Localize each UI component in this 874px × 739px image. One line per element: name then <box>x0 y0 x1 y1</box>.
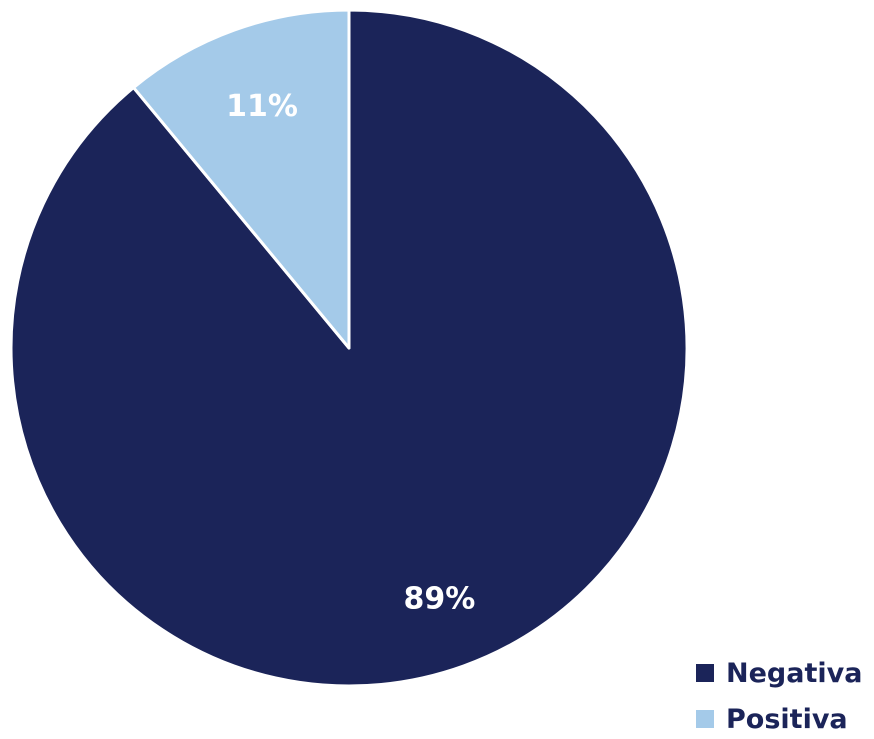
pie-slice-label-negativa: 89% <box>404 582 476 617</box>
pie-slice-labels: 89% 11% <box>226 89 475 617</box>
legend-swatch-positiva <box>696 710 714 728</box>
legend: Negativa Positiva <box>696 655 862 737</box>
pie-slice-positiva <box>132 8 351 350</box>
legend-swatch-negativa <box>696 664 714 682</box>
pie-slice-label-positiva: 11% <box>226 89 298 124</box>
legend-label-positiva: Positiva <box>726 703 848 735</box>
legend-item-negativa: Negativa <box>696 655 862 691</box>
legend-label-negativa: Negativa <box>726 657 863 689</box>
pie-slices <box>9 8 689 688</box>
legend-item-positiva: Positiva <box>696 701 862 737</box>
